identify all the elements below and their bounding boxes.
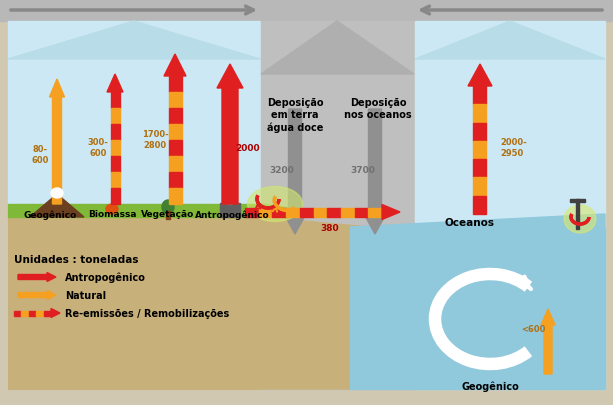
Bar: [272, 208, 286, 217]
Text: Natural: Natural: [65, 290, 106, 300]
Bar: [36, 311, 44, 316]
Bar: [0, 0, 613, 22]
Polygon shape: [51, 309, 60, 318]
Ellipse shape: [106, 205, 118, 215]
Bar: [327, 208, 341, 217]
Bar: [14, 311, 21, 316]
Bar: [473, 178, 487, 196]
Polygon shape: [107, 75, 123, 93]
Text: 1700-
2800: 1700- 2800: [142, 130, 169, 149]
Bar: [169, 109, 181, 125]
Polygon shape: [30, 194, 84, 217]
Bar: [110, 93, 120, 109]
FancyArrow shape: [284, 110, 306, 234]
Polygon shape: [415, 22, 605, 60]
Text: 2000: 2000: [235, 143, 261, 152]
Bar: [473, 196, 487, 215]
Bar: [473, 160, 487, 178]
Polygon shape: [382, 205, 400, 220]
Text: 380: 380: [321, 224, 340, 232]
FancyArrow shape: [541, 309, 555, 374]
FancyArrow shape: [364, 110, 386, 234]
Polygon shape: [260, 205, 310, 217]
Ellipse shape: [51, 189, 63, 198]
Text: 80-
600: 80- 600: [31, 145, 48, 164]
Text: 2000-
2950: 2000- 2950: [500, 138, 527, 157]
Polygon shape: [8, 22, 260, 60]
Bar: [44, 311, 51, 316]
Text: Geogênico: Geogênico: [23, 209, 77, 219]
Bar: [570, 200, 585, 202]
Bar: [8, 205, 260, 217]
Polygon shape: [260, 217, 390, 389]
Text: 3700: 3700: [351, 165, 375, 174]
Text: Oceanos: Oceanos: [445, 217, 495, 228]
FancyArrow shape: [217, 65, 243, 205]
Polygon shape: [468, 65, 492, 87]
Text: Deposição
em terra
água doce: Deposição em terra água doce: [267, 98, 323, 133]
Bar: [110, 141, 120, 157]
Text: <600: <600: [521, 325, 545, 334]
Text: 3200: 3200: [270, 165, 294, 174]
Bar: [220, 203, 240, 217]
Bar: [354, 208, 368, 217]
Bar: [169, 173, 181, 189]
Text: Antropogênico: Antropogênico: [65, 272, 146, 283]
Polygon shape: [350, 228, 605, 389]
Polygon shape: [164, 55, 186, 77]
Bar: [286, 208, 300, 217]
Text: Re-emissões / Remobilizações: Re-emissões / Remobilizações: [65, 308, 229, 318]
Bar: [166, 211, 170, 220]
Bar: [341, 208, 354, 217]
Bar: [415, 22, 605, 389]
Text: 300-
600: 300- 600: [88, 138, 109, 157]
Bar: [245, 208, 259, 217]
Bar: [169, 141, 181, 157]
Bar: [261, 22, 414, 389]
Bar: [110, 173, 120, 189]
Ellipse shape: [248, 187, 302, 222]
Bar: [169, 125, 181, 141]
Text: Geogênico: Geogênico: [461, 381, 519, 392]
Bar: [29, 311, 36, 316]
FancyArrow shape: [18, 273, 56, 282]
Bar: [313, 208, 327, 217]
Bar: [473, 105, 487, 123]
Polygon shape: [350, 215, 605, 228]
Bar: [8, 22, 260, 389]
Bar: [228, 198, 232, 205]
Bar: [110, 157, 120, 173]
Text: Deposição
nos oceanos: Deposição nos oceanos: [344, 98, 412, 120]
Ellipse shape: [162, 200, 174, 215]
Text: Unidades : toneladas: Unidades : toneladas: [14, 254, 139, 264]
Bar: [8, 217, 260, 389]
Bar: [169, 189, 181, 205]
FancyArrow shape: [18, 291, 56, 300]
Polygon shape: [261, 22, 414, 75]
Bar: [473, 87, 487, 105]
Text: Biomassa: Biomassa: [88, 209, 136, 218]
Bar: [169, 77, 181, 93]
Bar: [110, 109, 120, 125]
Bar: [169, 157, 181, 173]
Bar: [21, 311, 29, 316]
FancyArrow shape: [50, 80, 64, 205]
Bar: [368, 208, 382, 217]
Bar: [169, 93, 181, 109]
Ellipse shape: [564, 205, 596, 233]
Text: Vegetação: Vegetação: [142, 209, 194, 218]
Bar: [259, 208, 272, 217]
Bar: [110, 189, 120, 205]
Bar: [576, 200, 579, 230]
Bar: [300, 208, 313, 217]
Text: Antropogênico: Antropogênico: [195, 209, 269, 219]
Bar: [110, 125, 120, 141]
Bar: [473, 123, 487, 141]
Bar: [473, 141, 487, 160]
